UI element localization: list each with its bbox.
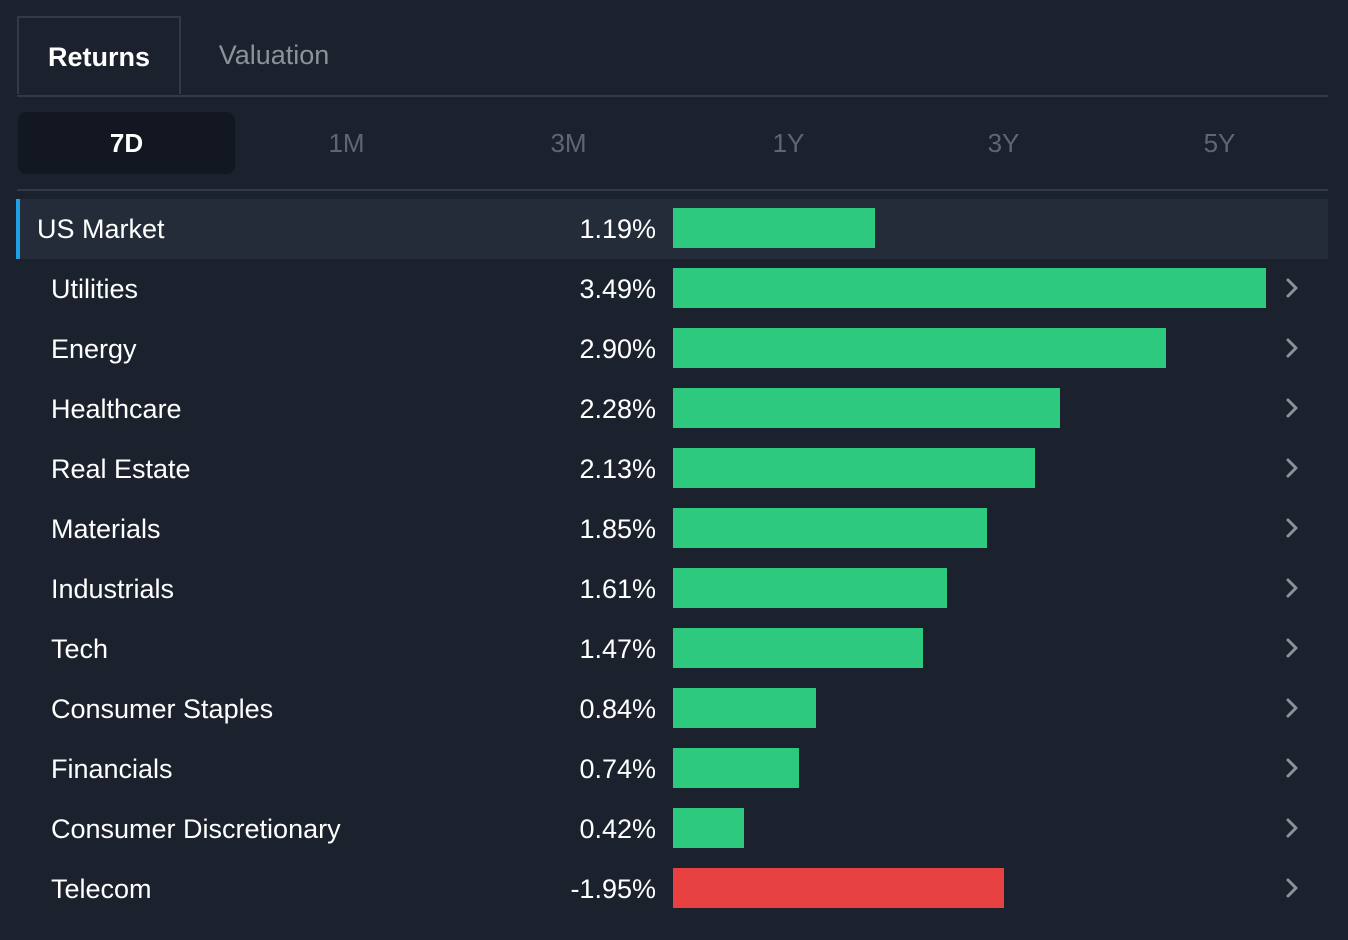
row-label: Healthcare — [51, 394, 182, 424]
period-selector: 7D 1M 3M 1Y 3Y 5Y — [18, 112, 1328, 174]
period-1y[interactable]: 1Y — [772, 128, 805, 158]
chevron-right-icon — [1286, 338, 1298, 358]
sector-row[interactable]: Consumer Discretionary 0.42% — [16, 799, 1328, 859]
period-3y[interactable]: 3Y — [987, 128, 1020, 158]
data-label: 3.49% — [579, 274, 656, 304]
view-tabs: Returns Valuation — [17, 16, 1328, 97]
row-label: US Market — [37, 214, 165, 244]
data-label: 2.90% — [579, 334, 656, 364]
divider — [17, 189, 1328, 191]
bar — [673, 208, 875, 248]
chevron-right-icon — [1286, 518, 1298, 538]
chevron-right-icon — [1286, 278, 1298, 298]
data-label: 0.42% — [579, 814, 656, 844]
sector-row[interactable]: Real Estate 2.13% — [16, 439, 1328, 499]
chevron-right-icon — [1286, 758, 1298, 778]
market-row[interactable]: US Market 1.19% — [16, 199, 1328, 259]
chevron-right-icon — [1286, 398, 1298, 418]
row-label: Utilities — [51, 274, 139, 304]
bar — [673, 388, 1060, 428]
row-label: Consumer Discretionary — [51, 814, 341, 844]
chevron-right-icon — [1286, 878, 1298, 898]
sector-row[interactable]: Utilities 3.49% — [16, 259, 1328, 319]
sector-row[interactable]: Healthcare 2.28% — [16, 379, 1328, 439]
bar — [673, 628, 923, 668]
bar — [673, 808, 744, 848]
row-label: Tech — [51, 634, 109, 664]
data-label: 1.47% — [579, 634, 656, 664]
data-label: 0.84% — [579, 694, 656, 724]
row-label: Materials — [51, 514, 161, 544]
chevron-right-icon — [1286, 638, 1298, 658]
row-label: Energy — [51, 334, 137, 364]
sector-row[interactable]: Consumer Staples 0.84% — [16, 679, 1328, 739]
bar — [673, 868, 1004, 908]
chevron-right-icon — [1286, 818, 1298, 838]
sector-row[interactable]: Tech 1.47% — [16, 619, 1328, 679]
period-3m[interactable]: 3M — [550, 128, 587, 158]
data-label: 0.74% — [579, 754, 656, 784]
bar — [673, 268, 1266, 308]
bar — [673, 448, 1035, 488]
period-5y[interactable]: 5Y — [1203, 128, 1236, 158]
data-label: 1.85% — [579, 514, 656, 544]
data-label: -1.95% — [570, 874, 656, 904]
bar — [673, 508, 987, 548]
tab-returns[interactable]: Returns — [17, 16, 181, 94]
sector-row[interactable]: Energy 2.90% — [16, 319, 1328, 379]
row-label: Financials — [51, 754, 173, 784]
data-label: 2.28% — [579, 394, 656, 424]
sector-row[interactable]: Telecom -1.95% — [16, 859, 1328, 919]
row-label: Industrials — [51, 574, 175, 604]
bar — [673, 748, 799, 788]
data-label: 1.19% — [579, 214, 656, 244]
row-label: Consumer Staples — [51, 694, 274, 724]
bar — [673, 688, 816, 728]
tab-valuation[interactable]: Valuation — [218, 40, 330, 70]
bar — [673, 328, 1166, 368]
row-label: Telecom — [51, 874, 152, 904]
sector-row[interactable]: Financials 0.74% — [16, 739, 1328, 799]
period-1m[interactable]: 1M — [328, 128, 365, 158]
sector-row[interactable]: Industrials 1.61% — [16, 559, 1328, 619]
row-label: Real Estate — [51, 454, 191, 484]
bar — [673, 568, 947, 608]
data-label: 2.13% — [579, 454, 656, 484]
chevron-right-icon — [1286, 578, 1298, 598]
sector-row[interactable]: Materials 1.85% — [16, 499, 1328, 559]
chevron-right-icon — [1286, 458, 1298, 478]
period-7d[interactable]: 7D — [18, 112, 235, 174]
data-label: 1.61% — [579, 574, 656, 604]
chevron-right-icon — [1286, 698, 1298, 718]
